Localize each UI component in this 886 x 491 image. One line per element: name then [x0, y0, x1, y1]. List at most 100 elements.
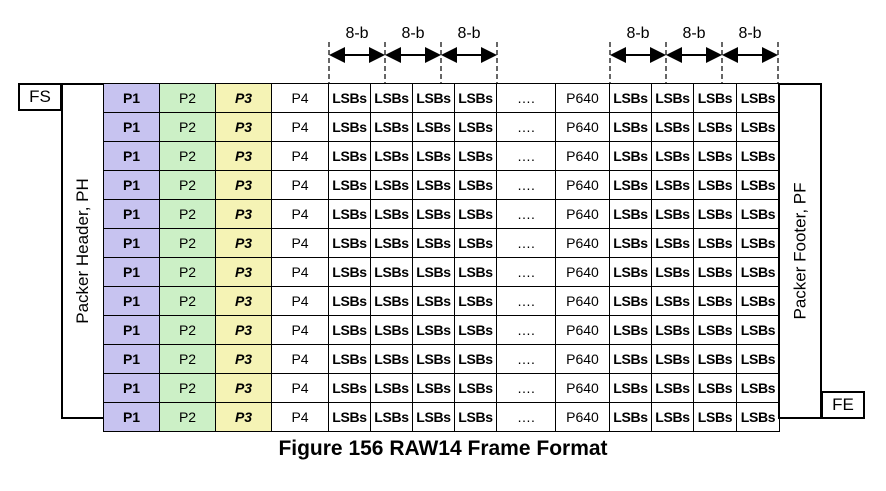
data-row: P1 P2 P3 P4 LSBs LSBs LSBs LSBs…. P640 LSBs LSBs LS… — [103, 286, 780, 316]
pixel-cell: LSBs — [454, 344, 497, 374]
pixel-cell: LSBs — [412, 373, 455, 403]
pixel-cell: LSBs — [609, 83, 652, 113]
pixel-cell: LSBs — [693, 257, 737, 287]
pixel-cell: P4 — [271, 286, 329, 316]
data-row: P1 P2 P3 P4 LSBs LSBs LSBs LSBs…. P640 LSBs LSBs LS… — [103, 141, 780, 171]
data-row: P1 P2 P3 P4 LSBs LSBs LSBs LSBs…. P640 LSBs LSBs LS… — [103, 257, 780, 287]
pixel-cell: P640 — [555, 286, 610, 316]
pixel-cell: …. — [496, 112, 556, 142]
pixel-cell: LSBs — [651, 141, 694, 171]
pixel-cell: P1 — [103, 199, 160, 229]
pixel-cell: LSBs — [693, 170, 737, 200]
pixel-cell: LSBs — [412, 286, 455, 316]
pixel-cell: LSBs — [693, 141, 737, 171]
pixel-cell: P2 — [159, 315, 216, 345]
pixel-cell: LSBs — [328, 83, 371, 113]
pixel-cell: LSBs — [370, 228, 413, 258]
pixel-cell: P640 — [555, 228, 610, 258]
pixel-cell: LSBs — [370, 141, 413, 171]
pixel-cell: LSBs — [693, 83, 737, 113]
data-row: P1 P2 P3 P4 LSBs LSBs LSBs LSBs…. P640 LSBs LSBs LS… — [103, 344, 780, 374]
pixel-cell: P2 — [159, 83, 216, 113]
data-row: P1 P2 P3 P4 LSBs LSBs LSBs LSBs…. P640 LSBs LSBs LS… — [103, 402, 780, 432]
pixel-cell: …. — [496, 228, 556, 258]
pixel-cell: P4 — [271, 83, 329, 113]
packet-header-box: Packer Header, PH — [61, 83, 105, 419]
pixel-cell: LSBs — [328, 344, 371, 374]
pixel-cell: P4 — [271, 141, 329, 171]
pixel-cell: P4 — [271, 170, 329, 200]
pixel-cell: P1 — [103, 112, 160, 142]
pixel-cell: P1 — [103, 170, 160, 200]
pixel-cell: LSBs — [609, 344, 652, 374]
pixel-cell: P3 — [215, 112, 272, 142]
pixel-cell: …. — [496, 170, 556, 200]
pixel-cell: LSBs — [328, 286, 371, 316]
pixel-cell: P640 — [555, 199, 610, 229]
pixel-cell: LSBs — [328, 112, 371, 142]
pixel-cell: LSBs — [736, 344, 780, 374]
pixel-cell: P4 — [271, 373, 329, 403]
pixel-cell: LSBs — [412, 402, 455, 432]
pixel-cell: LSBs — [693, 402, 737, 432]
pixel-cell: LSBs — [454, 228, 497, 258]
pixel-cell: LSBs — [736, 170, 780, 200]
frame-start-label: FS — [29, 87, 51, 106]
pixel-cell: P1 — [103, 141, 160, 171]
figure-caption: Figure 156 RAW14 Frame Format — [278, 437, 608, 460]
pixel-cell: LSBs — [693, 286, 737, 316]
byte-width-label: 8-b — [457, 25, 480, 42]
pixel-cell: P2 — [159, 402, 216, 432]
pixel-cell: LSBs — [328, 199, 371, 229]
pixel-cell: LSBs — [609, 257, 652, 287]
pixel-cell: LSBs — [651, 373, 694, 403]
pixel-cell: LSBs — [370, 199, 413, 229]
pixel-cell: P2 — [159, 199, 216, 229]
byte-width-label: 8-b — [401, 25, 424, 42]
pixel-cell: LSBs — [328, 373, 371, 403]
pixel-cell: LSBs — [651, 402, 694, 432]
pixel-cell: LSBs — [328, 170, 371, 200]
data-row: P1 P2 P3 P4 LSBs LSBs LSBs LSBs…. P640 LSBs LSBs LS… — [103, 199, 780, 229]
pixel-cell: P3 — [215, 402, 272, 432]
pixel-cell: P3 — [215, 373, 272, 403]
pixel-cell: LSBs — [328, 141, 371, 171]
pixel-cell: LSBs — [651, 112, 694, 142]
pixel-cell: P1 — [103, 83, 160, 113]
pixel-cell: LSBs — [412, 344, 455, 374]
data-row: P1 P2 P3 P4 LSBs LSBs LSBs LSBs…. P640 LSBs LSBs LS… — [103, 373, 780, 403]
byte-width-arrows: 8-b 8-b 8-b 8-b 8-b 8-b — [328, 25, 779, 83]
byte-width-label: 8-b — [738, 25, 761, 42]
packet-header-label: Packer Header, PH — [73, 178, 93, 324]
pixel-cell: P1 — [103, 228, 160, 258]
pixel-cell: LSBs — [736, 257, 780, 287]
pixel-cell: P640 — [555, 402, 610, 432]
pixel-cell: LSBs — [693, 112, 737, 142]
pixel-cell: LSBs — [412, 228, 455, 258]
pixel-cell: LSBs — [609, 373, 652, 403]
pixel-cell: …. — [496, 402, 556, 432]
pixel-cell: P3 — [215, 344, 272, 374]
pixel-cell: P4 — [271, 315, 329, 345]
pixel-cell: LSBs — [609, 286, 652, 316]
data-row: P1 P2 P3 P4 LSBs LSBs LSBs LSBs…. P640 LSBs LSBs LS… — [103, 228, 780, 258]
pixel-cell: LSBs — [736, 199, 780, 229]
pixel-cell: LSBs — [693, 315, 737, 345]
pixel-cell: LSBs — [370, 402, 413, 432]
pixel-cell: P2 — [159, 112, 216, 142]
pixel-cell: LSBs — [370, 373, 413, 403]
data-row: P1 P2 P3 P4 LSBs LSBs LSBs LSBs…. P640 LSBs LSBs LS… — [103, 83, 780, 113]
pixel-cell: LSBs — [370, 315, 413, 345]
pixel-cell: LSBs — [328, 257, 371, 287]
frame-end-label: FE — [832, 395, 854, 414]
pixel-cell: LSBs — [609, 228, 652, 258]
pixel-cell: LSBs — [370, 286, 413, 316]
frame-start-box: FS — [18, 83, 62, 111]
pixel-data-grid: P1 P2 P3 P4 LSBs LSBs LSBs LSBs…. P640 LSBs LSBs LS… — [103, 83, 780, 432]
pixel-cell: P4 — [271, 199, 329, 229]
pixel-cell: P2 — [159, 141, 216, 171]
pixel-cell: LSBs — [609, 199, 652, 229]
pixel-cell: LSBs — [651, 199, 694, 229]
pixel-cell: LSBs — [651, 286, 694, 316]
frame-end-box: FE — [821, 391, 865, 419]
